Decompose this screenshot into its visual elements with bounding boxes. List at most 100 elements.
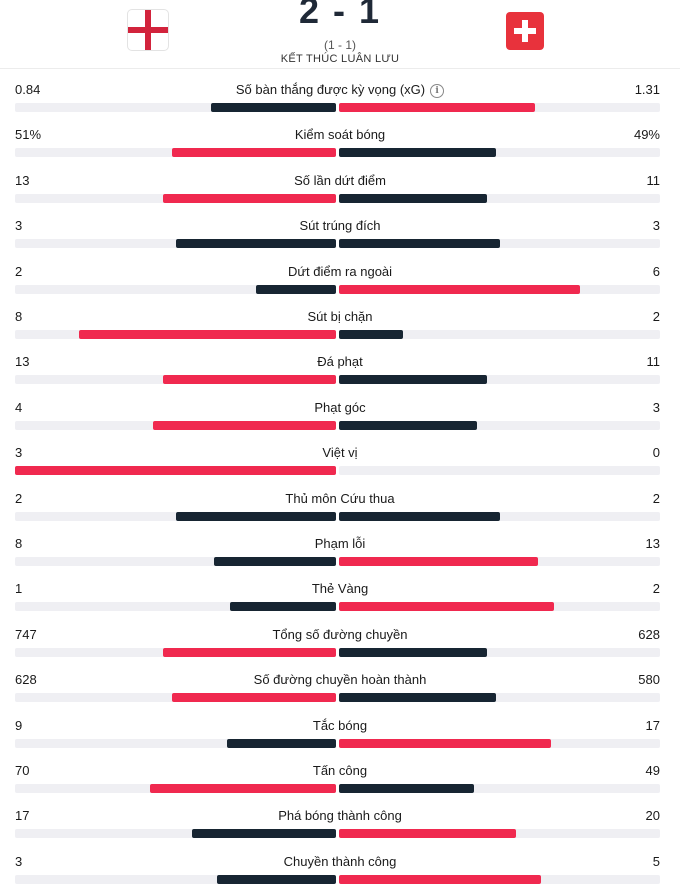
- stat-label: Số đường chuyền hoàn thành: [140, 672, 540, 687]
- home-stat-value: 747: [15, 626, 37, 642]
- stat-label-text: Sút trúng đích: [299, 218, 381, 234]
- home-stat-bar: [191, 829, 336, 839]
- stat-label-text: Kiểm soát bóng: [294, 127, 386, 143]
- home-stat-bar: [226, 738, 336, 748]
- home-stat-track: [15, 738, 336, 748]
- stat-label-text: Phạm lỗi: [314, 536, 366, 551]
- home-stat-value: 3: [15, 445, 23, 461]
- home-stat-bar: [79, 330, 336, 339]
- away-stat-value: 2: [652, 490, 660, 506]
- away-stat-value: 3: [652, 399, 660, 415]
- stat-row: 628 Số đường chuyền hoàn thành 580: [0, 664, 680, 709]
- away-stat-bar: [339, 148, 497, 158]
- away-stat-value: 5: [652, 853, 660, 869]
- away-stat-bar: [339, 647, 487, 657]
- stat-label: Sút bị chặn: [140, 309, 540, 324]
- home-stat-bar: [217, 874, 336, 884]
- stat-label: Việt vị: [140, 445, 540, 460]
- home-stat-track: [15, 784, 336, 793]
- home-stat-bar: [175, 511, 336, 521]
- home-stat-value: 4: [15, 399, 23, 415]
- home-stat-bar: [230, 602, 336, 612]
- away-stat-track: [339, 193, 660, 203]
- home-stat-bar: [162, 647, 336, 657]
- away-stat-bar: [339, 602, 555, 612]
- away-stat-value: 17: [645, 717, 660, 733]
- switzerland-flag-icon[interactable]: [506, 12, 544, 50]
- away-stat-track: [339, 784, 660, 793]
- home-stat-value: 13: [15, 172, 30, 188]
- home-stat-value: 51%: [15, 127, 42, 143]
- stat-label-text: Số bàn thắng được kỳ vọng (xG): [235, 82, 426, 97]
- away-stat-track: [339, 375, 660, 385]
- away-stat-value: 1.31: [634, 82, 660, 97]
- match-header: 2 - 1 (1 - 1) KẾT THÚC LUÂN LƯU: [0, 0, 680, 66]
- stat-label: Thẻ Vàng: [140, 581, 540, 596]
- home-stat-track: [15, 193, 336, 203]
- home-stat-value: 2: [15, 263, 23, 279]
- away-stat-value: 11: [646, 354, 661, 370]
- stat-label: Tổng số đường chuyền: [140, 627, 540, 642]
- stat-label: Số lần dứt điểm: [140, 173, 540, 188]
- home-stat-bar: [175, 239, 336, 249]
- home-stat-track: [15, 375, 336, 385]
- away-stat-bar: [339, 784, 474, 793]
- home-stat-track: [15, 148, 336, 158]
- away-stat-track: [339, 602, 660, 612]
- away-stat-bar: [339, 738, 551, 748]
- away-stat-bar: [339, 420, 478, 430]
- home-stat-track: [15, 284, 336, 294]
- away-stat-track: [339, 511, 660, 521]
- home-stat-value: 8: [15, 309, 23, 324]
- away-stat-track: [339, 647, 660, 657]
- away-stat-track: [339, 239, 660, 249]
- away-stat-bar: [339, 829, 516, 839]
- home-stat-bar: [149, 784, 336, 793]
- home-stat-track: [15, 103, 336, 112]
- away-stat-value: 49: [645, 763, 660, 778]
- stat-row: 70 Tấn công 49: [0, 755, 680, 800]
- stat-row: 8 Sút bị chặn 2: [0, 301, 680, 346]
- away-stat-value: 0: [652, 445, 660, 461]
- stat-label: Kiểm soát bóng: [140, 127, 540, 142]
- away-stat-bar: [339, 693, 497, 703]
- stat-row: 2 Dứt điểm ra ngoài 6: [0, 256, 680, 301]
- stat-label-text: Số đường chuyền hoàn thành: [253, 672, 427, 688]
- stat-label: Chuyền thành công: [140, 854, 540, 869]
- stat-label-text: Tắc bóng: [312, 717, 368, 733]
- stat-label-text: Số lần dứt điểm: [294, 172, 386, 188]
- stat-row: 13 Đá phạt 11: [0, 346, 680, 391]
- home-stat-bar: [172, 148, 336, 158]
- info-icon[interactable]: i: [430, 84, 445, 98]
- stat-row: 747 Tổng số đường chuyền 628: [0, 619, 680, 664]
- home-stat-bar: [255, 284, 336, 294]
- stat-row: 3 Sút trúng đích 3: [0, 210, 680, 255]
- away-stat-track: [339, 693, 660, 703]
- away-stat-value: 580: [638, 672, 660, 688]
- away-stat-track: [339, 874, 660, 884]
- home-stat-bar: [162, 193, 336, 203]
- away-stat-bar: [339, 557, 539, 566]
- away-stat-bar: [339, 239, 500, 249]
- stat-label: Tấn công: [140, 763, 540, 778]
- away-stat-value: 628: [638, 626, 660, 642]
- home-stat-track: [15, 420, 336, 430]
- stat-label-text: Phạt góc: [314, 399, 366, 415]
- stat-row: 13 Số lần dứt điểm 11: [0, 165, 680, 210]
- away-stat-track: [339, 829, 660, 839]
- stat-label: Sút trúng đích: [140, 218, 540, 233]
- away-stat-track: [339, 148, 660, 158]
- home-stat-value: 0.84: [15, 82, 41, 97]
- stat-row: 51% Kiểm soát bóng 49%: [0, 119, 680, 164]
- stat-label: Phá bóng thành công: [140, 808, 540, 823]
- home-stat-value: 3: [15, 218, 23, 234]
- home-stat-bar: [210, 103, 336, 112]
- home-stat-track: [15, 239, 336, 249]
- away-stat-track: [339, 103, 660, 112]
- england-flag-icon[interactable]: [128, 10, 168, 50]
- away-stat-track: [339, 284, 660, 294]
- stat-row: 9 Tắc bóng 17: [0, 710, 680, 755]
- away-stat-track: [339, 466, 660, 476]
- away-stat-track: [339, 557, 660, 566]
- stat-label-text: Tổng số đường chuyền: [272, 626, 408, 642]
